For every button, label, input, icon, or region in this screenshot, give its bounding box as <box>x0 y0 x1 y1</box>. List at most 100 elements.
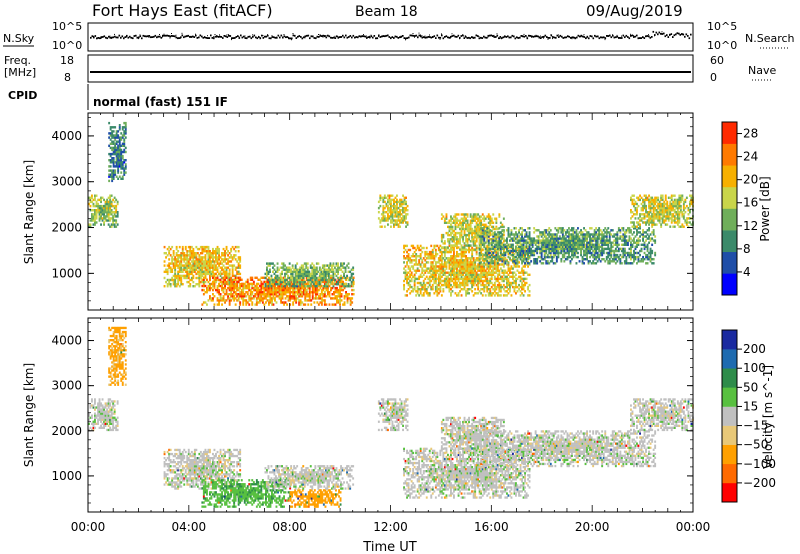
echo-cell <box>418 277 421 281</box>
echo-cell <box>413 283 416 287</box>
echo-cell <box>266 274 268 278</box>
echo-cell <box>465 290 467 293</box>
echo-cell <box>168 278 171 282</box>
echo-cell <box>495 225 498 229</box>
echo-cell <box>228 252 231 255</box>
echo-cell <box>450 223 452 226</box>
echo-cell <box>377 217 380 220</box>
echo-cell <box>325 264 327 267</box>
echo-cell <box>300 274 303 278</box>
echo-cell <box>450 294 452 297</box>
echo-cell <box>198 254 201 257</box>
echo-cell <box>301 278 304 281</box>
echo-cell <box>430 273 433 276</box>
echo-cell <box>496 269 499 272</box>
noise-sky-point <box>421 36 424 39</box>
echo-cell <box>340 293 343 296</box>
echo-cell <box>216 256 219 259</box>
echo-cell <box>528 237 531 240</box>
echo-cell <box>459 273 461 276</box>
echo-cell <box>186 260 189 263</box>
echo-cell <box>323 286 326 290</box>
echo-cell <box>506 239 508 242</box>
echo-cell <box>477 273 480 276</box>
echo-cell <box>272 295 275 298</box>
echo-cell <box>445 277 448 281</box>
echo-cell <box>215 258 217 261</box>
echo-cell <box>490 281 493 285</box>
echo-cell <box>180 278 183 282</box>
echo-cell <box>486 288 489 291</box>
echo-cell <box>300 276 303 280</box>
echo-cell <box>268 286 270 290</box>
echo-cell <box>492 269 495 272</box>
echo-cell <box>346 274 348 278</box>
noise-sky-point <box>561 35 563 38</box>
echo-cell <box>393 223 395 226</box>
echo-cell <box>465 244 467 247</box>
echo-cell <box>272 284 275 288</box>
echo-cell <box>121 126 124 129</box>
echo-cell <box>228 288 231 292</box>
echo-cell <box>267 262 270 265</box>
echo-cell <box>266 272 268 276</box>
noise-sky-point <box>513 35 515 38</box>
echo-cell <box>287 270 289 273</box>
echo-cell <box>306 285 309 288</box>
echo-cell <box>227 258 229 261</box>
noise-sky-point <box>349 35 352 37</box>
noise-search-point <box>450 37 451 39</box>
echo-cell <box>302 280 305 284</box>
echo-cell <box>525 245 528 248</box>
echo-cell <box>492 260 495 263</box>
echo-cell <box>489 242 492 245</box>
echo-cell <box>434 250 437 254</box>
echo-cell <box>124 165 127 168</box>
echo-cell <box>204 250 207 253</box>
echo-cell <box>275 293 278 296</box>
echo-cell <box>245 280 248 284</box>
noise-sky-point <box>96 37 98 40</box>
echo-cell <box>439 250 442 254</box>
echo-cell <box>306 266 309 269</box>
echo-cell <box>219 293 222 296</box>
echo-cell <box>198 270 201 273</box>
echo-cell <box>234 258 237 261</box>
echo-cell <box>296 297 299 300</box>
echo-cell <box>299 285 302 288</box>
echo-cell <box>489 277 492 281</box>
echo-cell <box>285 270 288 273</box>
echo-cell <box>418 261 421 264</box>
echo-cell <box>513 271 516 274</box>
echo-cell <box>501 237 504 240</box>
echo-cell <box>321 274 324 278</box>
echo-cell <box>350 274 353 278</box>
noise-sky-point <box>223 35 226 37</box>
echo-cell <box>281 286 284 290</box>
echo-cell <box>410 261 413 264</box>
echo-cell <box>445 257 448 260</box>
echo-cell <box>493 271 496 274</box>
noise-search-point <box>490 34 492 36</box>
echo-cell <box>466 229 469 233</box>
noise-search-point <box>685 33 687 35</box>
echo-cell <box>204 280 207 284</box>
echo-cell <box>312 283 315 286</box>
echo-cell <box>475 277 478 281</box>
echo-cell <box>394 219 397 222</box>
echo-cell <box>277 295 279 298</box>
echo-cell <box>178 278 181 282</box>
echo-cell <box>495 263 498 266</box>
echo-cell <box>451 271 454 274</box>
echo-cell <box>316 280 319 284</box>
echo-cell <box>207 272 210 276</box>
echo-cell <box>462 246 464 249</box>
echo-cell <box>328 291 331 294</box>
noise-sky-point <box>193 36 196 38</box>
echo-cell <box>224 252 226 255</box>
cpid-label: CPID <box>8 89 37 102</box>
echo-cell <box>440 236 443 239</box>
echo-cell <box>124 136 127 139</box>
echo-cell <box>289 295 292 298</box>
echo-cell <box>480 279 483 283</box>
